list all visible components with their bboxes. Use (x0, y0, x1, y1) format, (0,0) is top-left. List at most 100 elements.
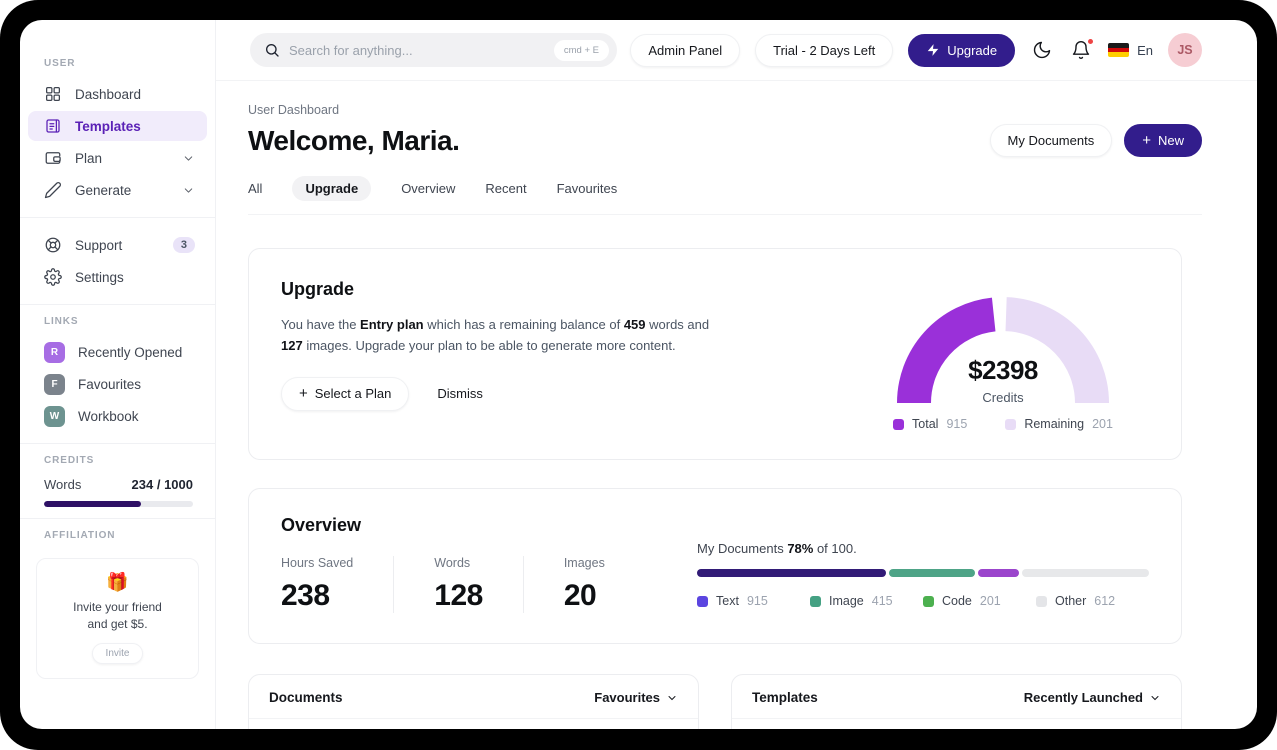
templates-filter-dropdown[interactable]: Recently Launched (1024, 690, 1161, 705)
legend-label: Code (942, 594, 972, 608)
search-icon (266, 44, 279, 57)
notifications-button[interactable] (1069, 38, 1095, 62)
moon-icon (1033, 41, 1051, 59)
documents-card: Documents Favourites Untitled Document i… (248, 674, 699, 729)
trial-label: Trial - 2 Days Left (773, 42, 876, 58)
legend-value: 915 (746, 594, 768, 608)
legend-value: 201 (979, 594, 1001, 608)
templates-card: Templates Recently Launched Blog Post Ti… (731, 674, 1182, 729)
sidebar-item-plan[interactable]: Plan (28, 143, 207, 173)
sidebar-item-settings[interactable]: Settings (28, 262, 207, 292)
sidebar-link-favourites[interactable]: F Favourites (28, 369, 207, 399)
legend-swatch (923, 595, 934, 607)
affiliation-line2: and get $5. (87, 616, 148, 631)
lifebuoy-icon (45, 237, 61, 253)
gauge-segment-total (897, 297, 997, 404)
legend-label: Other (1055, 594, 1087, 608)
templates-card-title: Templates (752, 690, 818, 705)
search-bar[interactable]: cmd + E (250, 33, 617, 67)
document-row[interactable]: Untitled Document in Workbook (249, 719, 698, 729)
select-plan-button[interactable]: + Select a Plan (281, 376, 410, 411)
legend-value: 915 (946, 417, 968, 431)
affiliation-card: 🎁 Invite your friend and get $5. Invite (36, 558, 199, 680)
page-title: Welcome, Maria. (248, 124, 460, 156)
tab-favourites[interactable]: Favourites (556, 181, 618, 196)
legend-item-image: Image 415 (810, 594, 923, 608)
sidebar: User Dashboard Templates Plan Generate (20, 20, 216, 729)
notification-dot (1087, 38, 1095, 45)
documents-progress-label: My Documents 78% of 100. (697, 541, 857, 556)
divider (20, 304, 215, 305)
overview-card-title: Overview (281, 515, 362, 535)
user-avatar[interactable]: JS (1168, 33, 1202, 67)
credits-usage: Words 234 / 1000 (20, 475, 215, 492)
tab-all[interactable]: All (248, 181, 263, 196)
divider (20, 518, 215, 519)
sidebar-item-label: Generate (75, 182, 132, 198)
grid-icon (45, 86, 61, 102)
legend-item-other: Other 612 (1036, 594, 1149, 608)
sidebar-link-workbook[interactable]: W Workbook (28, 401, 207, 431)
stat-label: Words (434, 556, 471, 570)
documents-stacked-bar (697, 569, 1149, 577)
chevron-down-icon (184, 155, 193, 161)
language-selector[interactable]: En (1108, 43, 1153, 58)
tab-overview[interactable]: Overview (401, 181, 456, 196)
affiliation-text: Invite your friend and get $5. (47, 599, 188, 634)
legend-item-remaining: Remaining 201 (1005, 417, 1113, 431)
admin-panel-label: Admin Panel (648, 42, 723, 58)
upgrade-button[interactable]: Upgrade (908, 33, 1016, 67)
legend-swatch (810, 595, 821, 607)
sidebar-item-dashboard[interactable]: Dashboard (28, 79, 207, 109)
gauge-legend: Total 915 Remaining 201 (883, 417, 1123, 431)
page-content: User Dashboard Welcome, Maria. My Docume… (216, 81, 1257, 729)
gauge-label: Credits (982, 390, 1024, 405)
chevron-down-icon (1151, 695, 1159, 700)
legend-swatch (697, 595, 708, 607)
legend-item-total: Total 915 (893, 417, 967, 431)
gauge-segment-remaining (1004, 297, 1109, 404)
trial-badge[interactable]: Trial - 2 Days Left (755, 33, 894, 67)
dark-mode-toggle[interactable] (1030, 38, 1054, 62)
invite-button[interactable]: Invite (91, 643, 144, 665)
wallet-icon (45, 152, 61, 164)
affiliation-line1: Invite your friend (73, 599, 162, 614)
topbar-actions: Admin Panel Trial - 2 Days Left Upgrade (630, 33, 1202, 67)
support-count-badge: 3 (172, 237, 195, 253)
stat-value: 238 (281, 579, 330, 612)
pencil-icon (44, 182, 61, 199)
upgrade-label: Upgrade (947, 42, 998, 58)
chevron-down-icon (184, 187, 193, 193)
legend-label: Remaining (1024, 417, 1085, 431)
sidebar-item-label: Plan (75, 150, 103, 166)
template-row[interactable]: Blog Post Title in Workbook (732, 719, 1181, 729)
sidebar-item-templates[interactable]: Templates (28, 111, 207, 141)
stat-label: Hours Saved (281, 556, 354, 570)
stat-hours-saved: Hours Saved 238 (281, 556, 393, 613)
bell-icon (1072, 41, 1090, 60)
new-button[interactable]: + New (1124, 124, 1202, 157)
upgrade-card-text: You have the Entry plan which has a rema… (281, 317, 710, 354)
sidebar-item-label: Workbook (78, 408, 139, 424)
divider (20, 217, 215, 218)
sidebar-section-credits: Credits (44, 455, 95, 466)
my-documents-button[interactable]: My Documents (989, 124, 1113, 157)
sidebar-item-generate[interactable]: Generate (28, 175, 207, 205)
tab-recent[interactable]: Recent (485, 181, 527, 196)
dismiss-button[interactable]: Dismiss (437, 386, 483, 402)
my-documents-label: My Documents (1007, 133, 1095, 148)
bar-segment-code (977, 569, 1020, 577)
plus-icon: + (1142, 132, 1151, 149)
link-initial-badge: F (44, 373, 65, 395)
documents-card-title: Documents (269, 690, 343, 705)
legend-item-code: Code 201 (923, 594, 1036, 608)
gauge-center: $2398 Credits (883, 355, 1123, 405)
sidebar-link-recently-opened[interactable]: R Recently Opened (28, 337, 207, 367)
sidebar-section-affiliation: Affiliation (44, 530, 116, 541)
stat-words: Words 128 (393, 556, 523, 613)
admin-panel-button[interactable]: Admin Panel (630, 33, 741, 67)
search-input[interactable] (289, 42, 545, 58)
documents-filter-dropdown[interactable]: Favourites (594, 690, 678, 705)
tab-upgrade[interactable]: Upgrade (292, 176, 372, 201)
sidebar-item-support[interactable]: Support 3 (28, 230, 207, 260)
